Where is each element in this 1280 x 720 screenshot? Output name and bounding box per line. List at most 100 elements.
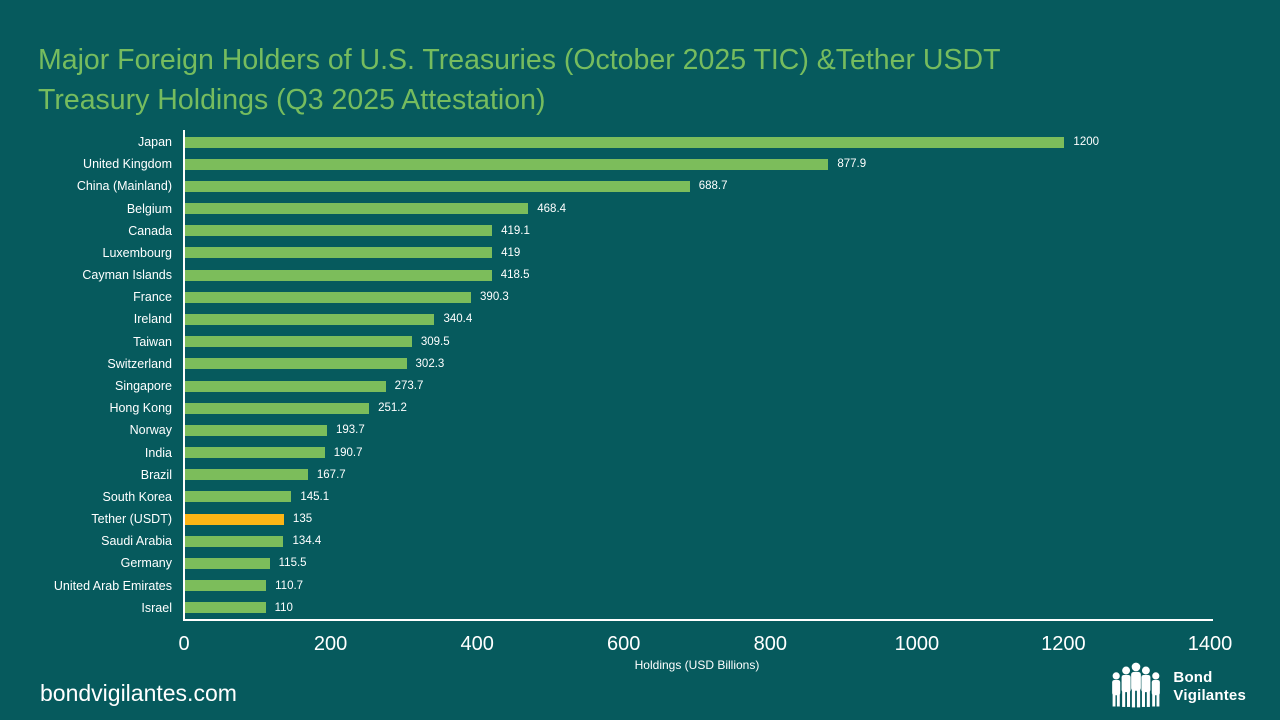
x-tick-label: 600: [607, 633, 641, 655]
bar-row: Saudi Arabia 134.4: [0, 530, 1260, 552]
bar-row: Switzerland 302.3: [0, 353, 1260, 375]
category-label: Brazil: [140, 467, 172, 482]
bar: [185, 580, 267, 592]
category-label: Israel: [141, 600, 172, 615]
category-label: China (Mainland): [76, 179, 172, 194]
bar: [185, 336, 412, 348]
category-label: France: [133, 290, 172, 305]
brand-logo: Bond Vigilantes: [1109, 660, 1246, 713]
x-tick-label: 1200: [1041, 633, 1086, 655]
chart-rows: Japan 1200 United Kingdom 877.9 China (Mainl…: [0, 131, 1260, 620]
category-label: Norway: [129, 423, 172, 438]
bar-row: Norway 193.7: [0, 419, 1260, 441]
y-axis-line: [183, 130, 185, 621]
category-label: Saudi Arabia: [101, 534, 172, 549]
value-label: 1200: [1073, 136, 1100, 148]
value-label: 190.7: [333, 446, 363, 459]
bar-row: Belgium 468.4: [0, 198, 1260, 220]
category-label: South Korea: [102, 489, 173, 504]
bar: [185, 180, 690, 192]
bar-row: Ireland 340.4: [0, 308, 1260, 330]
bar: [185, 358, 407, 370]
bar-row: United Arab Emirates 110.7: [0, 575, 1260, 597]
bar-row: India 190.7: [0, 442, 1260, 464]
bar-row: Taiwan 309.5: [0, 331, 1260, 353]
bar-row: Singapore 273.7: [0, 375, 1260, 397]
x-tick-label: 1400: [1187, 633, 1233, 655]
value-label: 419: [501, 246, 521, 259]
category-label: Germany: [120, 556, 172, 571]
bar: [185, 535, 284, 547]
bar: [185, 158, 829, 170]
category-label: Belgium: [126, 201, 172, 216]
chart-title-line2: Treasury Holdings (Q3 2025 Attestation): [38, 84, 546, 116]
category-label: India: [144, 445, 172, 460]
x-axis-ticks: 0 200 400 600 800 1000 1200 1400: [0, 631, 1280, 659]
bar-row: Israel 110: [0, 597, 1260, 619]
bar-row: Hong Kong 251.2: [0, 397, 1260, 419]
bar-highlight: [185, 513, 284, 525]
value-label: 390.3: [480, 291, 509, 304]
bar-row: South Korea 145.1: [0, 486, 1260, 508]
x-tick-label: 200: [313, 633, 348, 655]
people-group-icon: [1109, 660, 1163, 713]
bar: [185, 380, 386, 392]
value-label: 273.7: [394, 379, 424, 392]
brand-logo-text: Bond Vigilantes: [1173, 669, 1246, 705]
value-label: 468.4: [537, 202, 567, 215]
brand-logo-line1: Bond: [1173, 668, 1213, 686]
bar: [185, 424, 327, 436]
value-label: 134.4: [292, 535, 322, 548]
value-label: 115.5: [278, 557, 307, 570]
category-label: Switzerland: [107, 356, 172, 371]
bar-row: Japan 1200: [0, 131, 1260, 153]
bar-row: Germany 115.5: [0, 552, 1260, 574]
chart-title-line1: Major Foreign Holders of U.S. Treasuries…: [38, 44, 1001, 76]
bar-row: China (Mainland) 688.7: [0, 175, 1260, 197]
bar-row: Cayman Islands 418.5: [0, 264, 1260, 286]
category-label: Tether (USDT): [91, 512, 172, 527]
bar-row: United Kingdom 877.9: [0, 153, 1260, 175]
x-axis-line: [183, 619, 1213, 621]
x-axis-label: Holdings (USD Billions): [634, 658, 760, 672]
value-label: 110.7: [275, 579, 304, 592]
bar: [185, 402, 370, 414]
category-label: Hong Kong: [109, 401, 172, 416]
category-label: Taiwan: [133, 334, 172, 349]
bar: [185, 203, 529, 215]
x-tick-label: 0: [178, 633, 190, 655]
bar: [185, 314, 435, 326]
bar: [185, 136, 1065, 148]
bar: [185, 602, 266, 614]
chart-title: Major Foreign Holders of U.S. Treasuries…: [38, 40, 1238, 120]
bar-row: Luxembourg 419: [0, 242, 1260, 264]
bar-row: Brazil 167.7: [0, 464, 1260, 486]
category-label: United Arab Emirates: [53, 578, 172, 593]
bar: [185, 247, 493, 259]
value-label: 688.7: [698, 180, 728, 193]
bar: [185, 469, 308, 481]
value-label: 309.5: [420, 335, 450, 348]
bar: [185, 269, 492, 281]
value-label: 251.2: [378, 402, 407, 415]
value-label: 302.3: [415, 357, 445, 370]
brand-logo-line2: Vigilantes: [1173, 686, 1246, 704]
value-label: 135: [292, 513, 313, 526]
category-label: Canada: [128, 223, 172, 238]
bar: [185, 225, 493, 237]
bar-row: Tether (USDT) 135: [0, 508, 1260, 530]
bar-row: Canada 419.1: [0, 220, 1260, 242]
value-label: 877.9: [837, 158, 867, 171]
value-label: 110: [274, 601, 293, 614]
value-label: 340.4: [443, 313, 473, 326]
bar: [185, 447, 325, 459]
category-label: Japan: [137, 135, 172, 149]
value-label: 193.7: [335, 424, 365, 437]
value-label: 167.7: [316, 468, 346, 481]
category-label: Cayman Islands: [82, 268, 172, 283]
category-label: United Kingdom: [83, 157, 172, 172]
x-tick-label: 400: [460, 633, 494, 655]
bar: [185, 558, 270, 569]
